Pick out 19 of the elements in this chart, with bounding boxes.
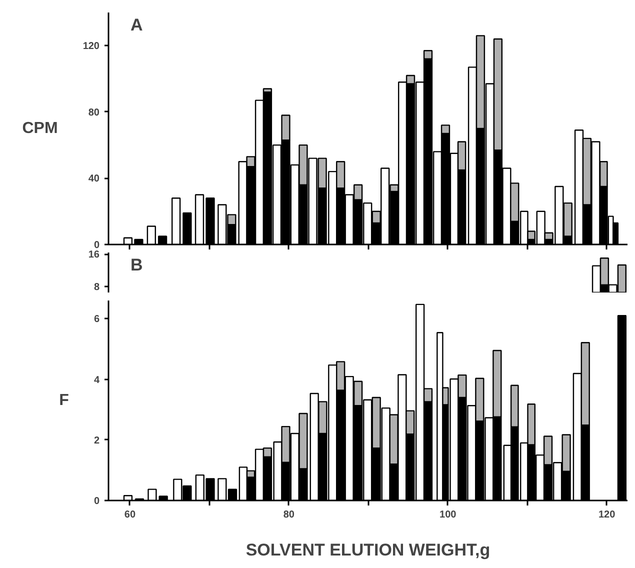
y-tick-label: 0 [94,240,100,251]
chart-title: B [130,256,143,274]
y-tick-label: 8 [94,282,100,293]
y-axis-title: CPM [22,120,58,137]
y-tick-label: 2 [94,435,100,446]
y-tick-label: 0 [94,496,100,507]
x-tick-label: 120 [598,510,616,520]
chart-title: A [130,16,143,34]
y-tick-label: 40 [88,174,100,185]
y-tick-label: 16 [88,250,100,261]
y-tick-label: 4 [94,374,100,386]
x-axis-title: SOLVENT ELUTION WEIGHT,g [246,540,490,560]
y-tick-label: 6 [94,314,100,326]
x-tick-label: 100 [440,510,457,520]
y-tick-label: 120 [82,41,100,52]
x-tick-label: 60 [124,510,136,520]
y-axis-title: F [59,392,70,409]
y-tick-label: 80 [88,107,100,118]
x-tick-label: 80 [283,510,295,520]
